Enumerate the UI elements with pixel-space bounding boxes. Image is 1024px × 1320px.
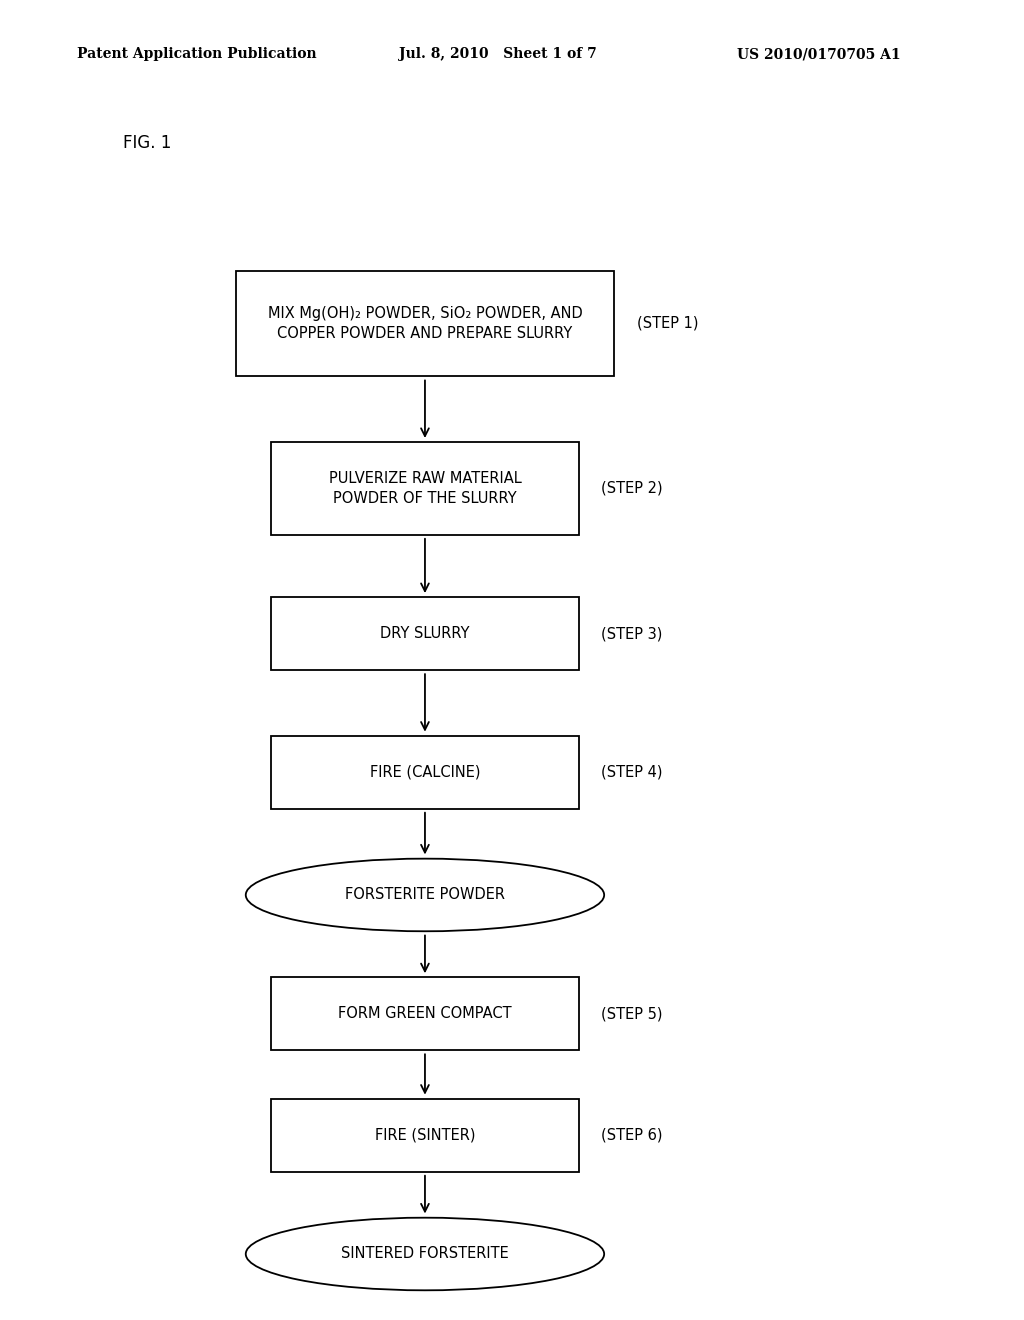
Text: MIX Mg(OH)₂ POWDER, SiO₂ POWDER, AND
COPPER POWDER AND PREPARE SLURRY: MIX Mg(OH)₂ POWDER, SiO₂ POWDER, AND COP…: [267, 306, 583, 341]
Text: FIRE (SINTER): FIRE (SINTER): [375, 1127, 475, 1143]
FancyBboxPatch shape: [236, 271, 614, 376]
Text: FIRE (CALCINE): FIRE (CALCINE): [370, 764, 480, 780]
Text: US 2010/0170705 A1: US 2010/0170705 A1: [737, 48, 901, 61]
FancyBboxPatch shape: [271, 597, 579, 671]
Text: FORSTERITE POWDER: FORSTERITE POWDER: [345, 887, 505, 903]
Text: (STEP 4): (STEP 4): [601, 764, 663, 780]
Text: DRY SLURRY: DRY SLURRY: [380, 626, 470, 642]
Text: Jul. 8, 2010   Sheet 1 of 7: Jul. 8, 2010 Sheet 1 of 7: [399, 48, 597, 61]
Ellipse shape: [246, 858, 604, 932]
Text: FIG. 1: FIG. 1: [123, 133, 171, 152]
FancyBboxPatch shape: [271, 442, 579, 535]
Text: (STEP 3): (STEP 3): [601, 626, 663, 642]
FancyBboxPatch shape: [271, 1098, 579, 1172]
FancyBboxPatch shape: [271, 977, 579, 1051]
Text: SINTERED FORSTERITE: SINTERED FORSTERITE: [341, 1246, 509, 1262]
Text: Patent Application Publication: Patent Application Publication: [77, 48, 316, 61]
Ellipse shape: [246, 1217, 604, 1291]
Text: PULVERIZE RAW MATERIAL
POWDER OF THE SLURRY: PULVERIZE RAW MATERIAL POWDER OF THE SLU…: [329, 471, 521, 506]
Text: FORM GREEN COMPACT: FORM GREEN COMPACT: [338, 1006, 512, 1022]
Text: (STEP 6): (STEP 6): [601, 1127, 663, 1143]
Text: (STEP 5): (STEP 5): [601, 1006, 663, 1022]
Text: (STEP 2): (STEP 2): [601, 480, 663, 496]
Text: (STEP 1): (STEP 1): [637, 315, 698, 331]
FancyBboxPatch shape: [271, 737, 579, 808]
